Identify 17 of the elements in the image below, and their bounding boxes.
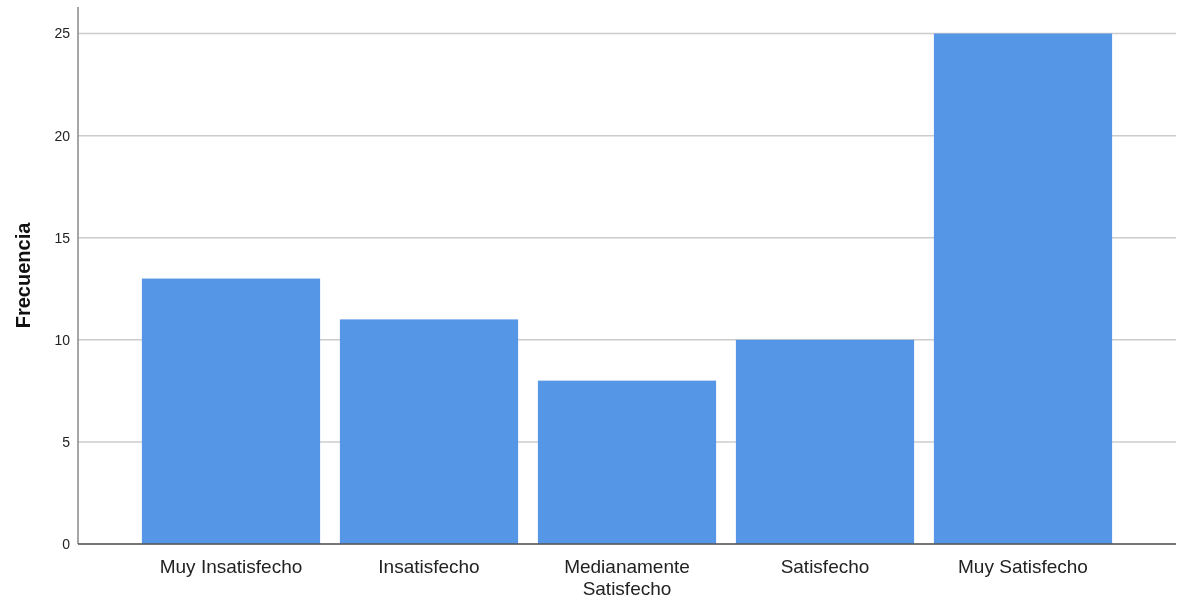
- bar: [339, 319, 519, 544]
- x-tick-label: Muy Insatisfecho: [159, 556, 303, 577]
- x-tick-label: Muy Satisfecho: [958, 556, 1088, 577]
- y-tick-label: 25: [54, 25, 71, 42]
- bar: [537, 380, 717, 544]
- bar: [933, 33, 1113, 544]
- y-tick-label: 0: [62, 535, 71, 552]
- x-tick-label: Satisfecho: [780, 556, 870, 577]
- bar: [735, 339, 915, 544]
- y-tick-label: 15: [54, 229, 71, 246]
- x-tick-label: Insatisfecho: [378, 556, 480, 577]
- bar: [141, 278, 321, 544]
- y-tick-label: 20: [54, 127, 71, 144]
- x-tick-label: Medianamente Satisfecho: [564, 556, 690, 599]
- y-tick-label: 10: [54, 331, 71, 348]
- y-tick-label: 5: [62, 433, 71, 450]
- y-axis-title: Frecuencia: [12, 221, 34, 329]
